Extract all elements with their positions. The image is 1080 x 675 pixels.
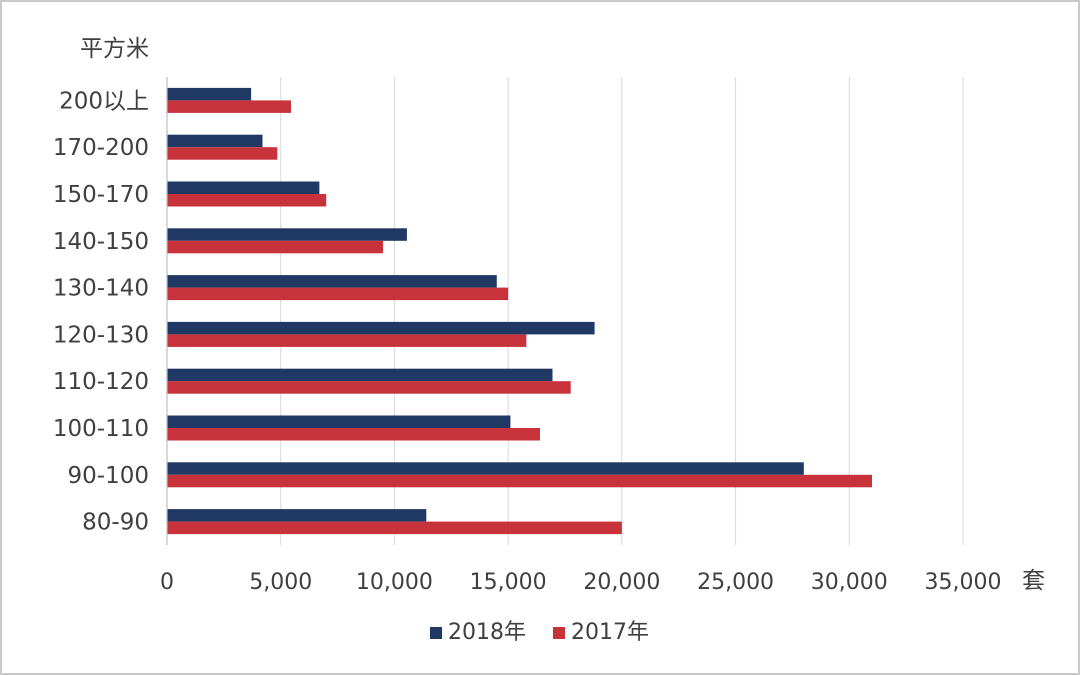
category-label: 90-100 <box>68 463 149 489</box>
legend: 2018年 2017年 <box>430 620 649 645</box>
x-tick-label: 0 <box>160 570 174 595</box>
bar-series-2 <box>167 147 278 160</box>
bar-series-2 <box>167 521 622 535</box>
bar-series-1 <box>167 415 511 428</box>
x-tick-label: 25,000 <box>697 570 774 595</box>
bar-series-2 <box>167 381 571 394</box>
category-label: 100-110 <box>53 416 149 442</box>
bar-series-1 <box>167 509 427 522</box>
bar-series-1 <box>167 275 497 288</box>
bar-series-1 <box>167 228 407 241</box>
bar-series-1 <box>167 321 595 335</box>
bar-series-2 <box>167 100 291 113</box>
bar-series-2 <box>167 474 873 488</box>
bar-series-1 <box>167 134 263 148</box>
x-tick-label: 35,000 <box>925 570 1002 595</box>
gridlines <box>280 77 964 545</box>
bar-series-2 <box>167 428 540 441</box>
x-axis: 0 5,000 10,000 15,000 20,000 25,000 30,000 35,0… <box>160 570 1001 595</box>
category-label: 120-130 <box>53 322 149 348</box>
category-label: 130-140 <box>53 276 149 302</box>
category-label: 170-200 <box>53 135 149 161</box>
legend-swatch <box>553 627 565 639</box>
category-label: 140-150 <box>53 229 149 255</box>
x-unit-label: 套 <box>1022 568 1045 594</box>
bar-series-2 <box>167 334 527 347</box>
legend-label: 2017年 <box>571 620 649 645</box>
x-tick-label: 30,000 <box>811 570 888 595</box>
category-label: 80-90 <box>82 510 149 536</box>
category-label: 200以上 <box>59 88 149 114</box>
bar-series-2 <box>167 240 384 254</box>
x-tick-label: 20,000 <box>583 570 660 595</box>
x-tick-label: 10,000 <box>356 570 433 595</box>
bar-series-2 <box>167 287 509 301</box>
x-tick-label: 15,000 <box>470 570 547 595</box>
x-tick-label: 5,000 <box>249 570 312 595</box>
legend-label: 2018年 <box>448 620 526 645</box>
y-unit-label: 平方米 <box>80 36 149 62</box>
legend-swatch <box>430 627 442 639</box>
bar-series-1 <box>167 368 553 382</box>
y-axis: 200以上 170-200 150-170 140-150 130-140 120-130… <box>53 77 168 545</box>
bar-series-2 <box>167 194 327 207</box>
bars <box>167 87 873 535</box>
bar-series-1 <box>167 181 320 194</box>
bar-series-1 <box>167 87 252 101</box>
category-label: 110-120 <box>53 369 149 395</box>
category-label: 150-170 <box>53 182 149 208</box>
bar-series-1 <box>167 462 804 475</box>
